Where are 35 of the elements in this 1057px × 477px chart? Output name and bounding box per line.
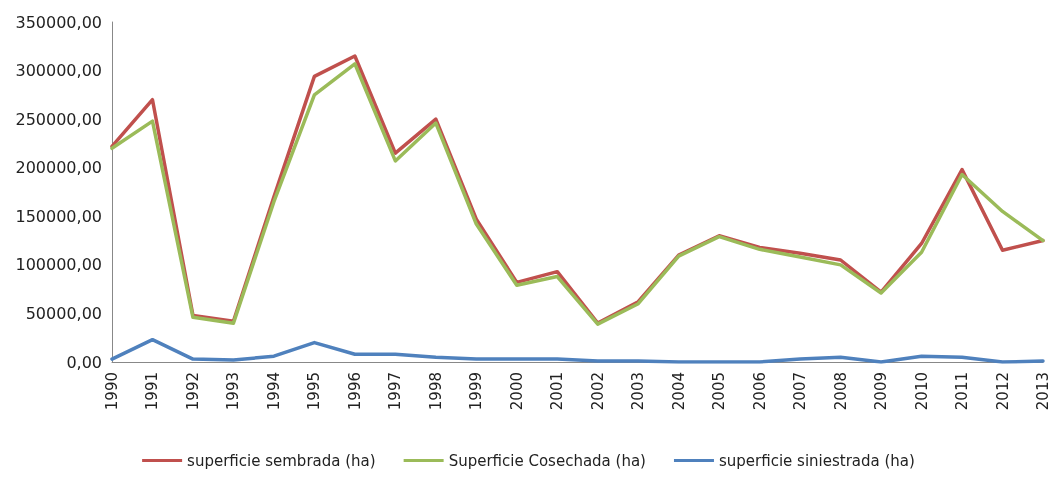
x-tick-label: 1993 — [224, 372, 243, 411]
y-tick-label: 50000,00 — [25, 303, 102, 323]
x-tick-label: 2006 — [750, 372, 769, 411]
y-tick-label: 100000,00 — [15, 255, 102, 275]
x-tick-label: 1990 — [103, 372, 121, 411]
y-tick-label: 150000,00 — [15, 206, 102, 226]
x-tick-label: 1992 — [183, 372, 202, 411]
y-tick-label: 250000,00 — [15, 109, 102, 129]
x-tick-label: 2009 — [872, 372, 891, 411]
x-tick-label: 2002 — [588, 372, 607, 411]
x-tick-label: 2001 — [548, 372, 567, 411]
y-tick-label: 0,00 — [66, 352, 102, 372]
legend-label: superficie sembrada (ha) — [187, 451, 376, 470]
x-tick-label: 2011 — [953, 372, 972, 411]
x-tick-label: 2003 — [629, 372, 648, 411]
x-tick-label: 2012 — [993, 372, 1012, 411]
x-tick-label: 2007 — [791, 372, 810, 411]
x-tick-label: 2005 — [710, 372, 729, 411]
x-tick-label: 1995 — [305, 372, 324, 411]
x-tick-label: 1999 — [467, 372, 486, 411]
x-tick-label: 2004 — [669, 372, 688, 411]
x-tick-label: 2013 — [1034, 372, 1052, 411]
x-tick-label: 1991 — [143, 372, 162, 411]
y-tick-label: 300000,00 — [15, 61, 102, 81]
x-tick-label: 1998 — [426, 372, 445, 411]
y-tick-label: 350000,00 — [15, 12, 102, 32]
legend-label: superficie siniestrada (ha) — [718, 451, 915, 470]
x-tick-label: 2000 — [507, 372, 526, 411]
x-tick-label: 1997 — [386, 372, 405, 411]
legend-label: Superficie Cosechada (ha) — [448, 451, 646, 470]
x-tick-label: 1996 — [345, 372, 364, 411]
x-tick-label: 2008 — [831, 372, 850, 411]
x-tick-label: 1994 — [264, 372, 283, 411]
x-tick-label: 2010 — [912, 372, 931, 411]
y-tick-label: 200000,00 — [15, 158, 102, 178]
